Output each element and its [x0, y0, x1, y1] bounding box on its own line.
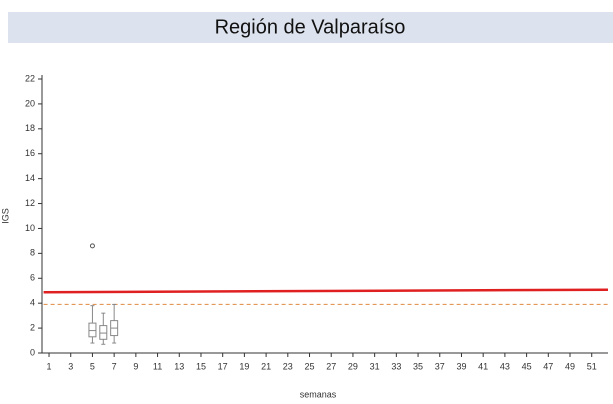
- x-tick-label: 51: [587, 361, 597, 371]
- x-tick-label: 17: [218, 361, 228, 371]
- y-tick-label: 6: [30, 273, 35, 283]
- x-tick-label: 29: [348, 361, 358, 371]
- x-tick-label: 3: [68, 361, 73, 371]
- outlier: [89, 243, 95, 249]
- x-tick-label: 35: [413, 361, 423, 371]
- x-tick-label: 5: [90, 361, 95, 371]
- x-tick-label: 45: [522, 361, 532, 371]
- y-tick-label: 20: [25, 98, 35, 108]
- y-tick-label: 10: [25, 223, 35, 233]
- box: [99, 325, 108, 340]
- y-tick-label: 4: [30, 298, 35, 308]
- threshold-line: [43, 288, 609, 294]
- x-tick-label: 47: [543, 361, 553, 371]
- x-tick-label: 27: [326, 361, 336, 371]
- y-tick-label: 8: [30, 248, 35, 258]
- x-tick-label: 11: [153, 361, 162, 371]
- x-tick-label: 33: [391, 361, 401, 371]
- chart-title: Región de Valparaíso: [215, 16, 406, 38]
- box: [88, 322, 97, 338]
- x-axis-label: semanas: [300, 389, 337, 399]
- x-tick-label: 1: [47, 361, 52, 371]
- y-tick-label: 16: [25, 148, 35, 158]
- x-tick-label: 13: [174, 361, 184, 371]
- x-tick-label: 43: [500, 361, 510, 371]
- x-tick-label: 41: [478, 361, 488, 371]
- x-tick-label: 9: [133, 361, 138, 371]
- x-tick-label: 23: [283, 361, 293, 371]
- y-tick-label: 0: [30, 347, 35, 357]
- y-tick-label: 12: [25, 198, 35, 208]
- x-tick-label: 21: [261, 361, 271, 371]
- y-tick-label: 2: [30, 322, 35, 332]
- x-tick-label: 25: [305, 361, 315, 371]
- x-tick-label: 15: [196, 361, 206, 371]
- y-tick-label: 14: [25, 173, 35, 183]
- x-tick-label: 7: [112, 361, 117, 371]
- x-tick-label: 39: [456, 361, 466, 371]
- title-banner: [8, 12, 613, 43]
- x-tick-label: 49: [565, 361, 575, 371]
- x-tick-label: 31: [370, 361, 380, 371]
- x-tick-label: 19: [239, 361, 249, 371]
- x-tick-label: 37: [435, 361, 445, 371]
- y-tick-label: 22: [25, 73, 35, 83]
- y-axis-label: IGS: [0, 208, 10, 224]
- y-tick-label: 18: [25, 123, 35, 133]
